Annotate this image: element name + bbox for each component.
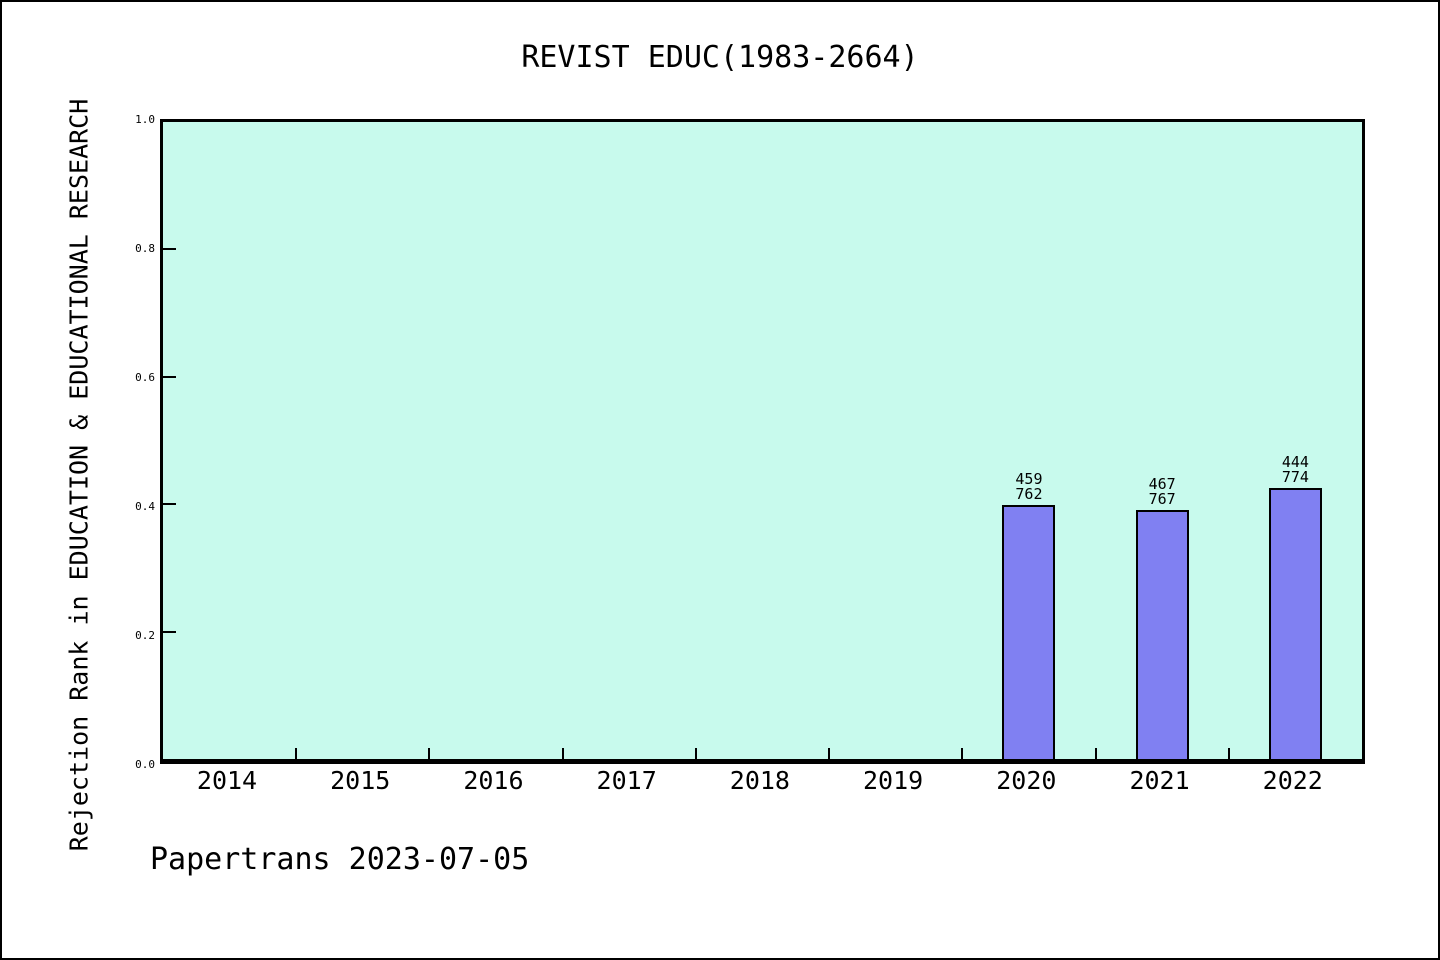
bar-2021	[1135, 510, 1189, 759]
footer-watermark: Papertrans 2023-07-05	[150, 842, 530, 877]
x-tick-mark	[828, 748, 831, 759]
y-tick-mark	[163, 375, 176, 378]
x-tick-mark	[428, 748, 431, 759]
chart-title: REVIST EDUC(1983-2664)	[521, 40, 919, 75]
x-tick-label: 2021	[1129, 766, 1190, 795]
plot-inner: 459 762 467 767 444 774	[163, 122, 1362, 759]
x-tick-label: 2019	[863, 766, 924, 795]
x-tick-mark	[295, 748, 298, 759]
x-tick-mark	[1227, 748, 1230, 759]
y-tick-mark	[163, 630, 176, 633]
x-tick-label: 2018	[729, 766, 790, 795]
bar-value-label-2020: 459 762	[1015, 470, 1043, 503]
x-tick-label: 2014	[196, 766, 258, 795]
y-tick-label: 0.8	[135, 242, 155, 255]
x-tick-mark	[961, 748, 964, 759]
x-tick-label: 2017	[596, 766, 657, 795]
x-tick-mark	[694, 748, 697, 759]
x-tick-label: 2022	[1262, 766, 1323, 795]
x-tick-label: 2015	[330, 766, 391, 795]
y-axis-label: Rejection Rank in EDUCATION & EDUCATIONA…	[64, 98, 94, 852]
bar-2022	[1268, 488, 1322, 759]
x-tick-mark	[561, 748, 564, 759]
bar-2020	[1002, 505, 1056, 759]
y-tick-label: 0.4	[135, 500, 155, 513]
plot-area: 459 762 467 767 444 774	[160, 119, 1365, 764]
y-tick-mark	[163, 248, 176, 251]
bar-value-label-2021: 467 767	[1148, 475, 1176, 508]
y-tick-label: 0.6	[135, 371, 155, 384]
bar-value-label-2022: 444 774	[1281, 453, 1309, 486]
y-tick-label: 1.0	[135, 113, 155, 126]
y-tick-label: 0.2	[135, 629, 155, 642]
x-tick-label: 2020	[996, 766, 1057, 795]
x-tick-label: 2016	[463, 766, 524, 795]
y-tick-mark	[163, 503, 176, 506]
x-tick-mark	[1094, 748, 1097, 759]
y-tick-label: 0.0	[135, 758, 155, 771]
